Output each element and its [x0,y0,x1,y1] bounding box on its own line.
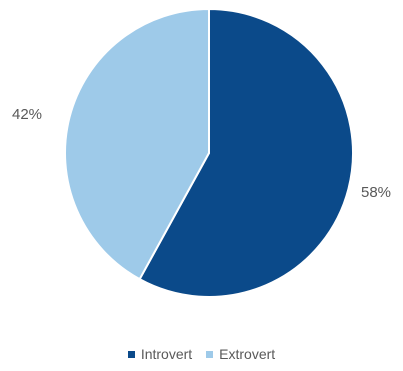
legend-item-extrovert: Extrovert [206,346,275,362]
legend-item-introvert: Introvert [127,346,193,362]
data-label-introvert: 58% [361,184,392,201]
legend: Introvert Extrovert [0,346,403,362]
legend-swatch-extrovert [206,350,214,358]
data-label-extrovert: 42% [12,106,43,123]
pie-slice-extrovert [64,7,210,281]
legend-label-extrovert: Extrovert [219,346,276,362]
pie-slice-introvert [138,7,354,298]
legend-swatch-introvert [127,350,135,358]
legend-label-introvert: Introvert [140,346,193,362]
